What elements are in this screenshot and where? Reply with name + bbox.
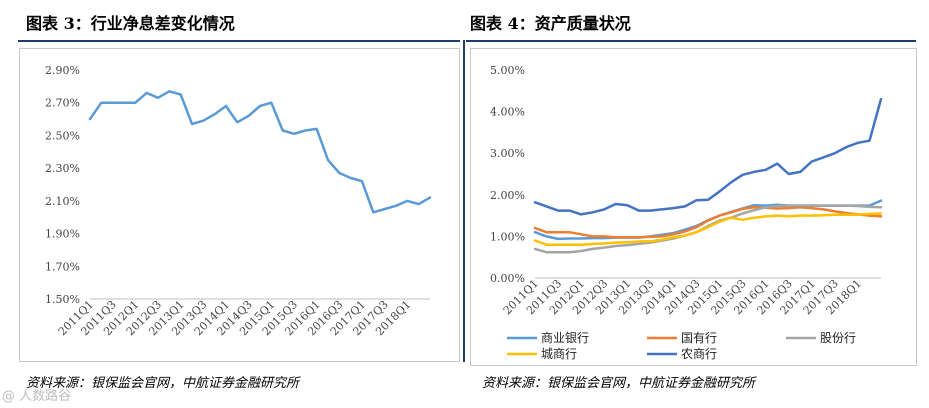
y-tick-label: 0.00% — [490, 272, 525, 285]
y-tick-label: 2.90% — [45, 64, 80, 77]
net-interest-margin-chart: 1.50% 1.70% 1.90% 2.10% 2.30% 2.50% 2.70% 2.90%… — [45, 64, 432, 338]
y-tick-label: 1.70% — [45, 260, 80, 273]
series-line-0 — [88, 90, 432, 214]
panel-divider — [463, 40, 465, 362]
y-tick-label: 1.50% — [45, 293, 80, 306]
y-tick-label: 2.50% — [45, 129, 80, 142]
y-tick-label: 2.70% — [45, 97, 80, 110]
legend-label: 股份行 — [820, 331, 856, 345]
y-tick-label: 5.00% — [490, 64, 525, 77]
legend-label: 国有行 — [681, 331, 717, 345]
title-rule-right — [466, 40, 916, 42]
series-line-1 — [533, 206, 883, 239]
y-tick-label: 2.30% — [45, 162, 80, 175]
series-line-3 — [533, 212, 883, 246]
chart4-title: 图表 4：资产质量状况 — [470, 14, 631, 33]
legend-label: 农商行 — [681, 346, 717, 361]
watermark-text: @ 人数路谷 — [2, 389, 72, 404]
title-rule-left — [18, 40, 460, 42]
y-tick-label: 1.00% — [490, 230, 525, 243]
y-tick-label: 1.90% — [45, 228, 80, 241]
chart3-frame: 1.50% 1.70% 1.90% 2.10% 2.30% 2.50% 2.70% 2.90%… — [19, 48, 460, 362]
legend-label: 商业银行 — [541, 330, 589, 345]
y-tick-label: 2.10% — [45, 195, 80, 208]
legend-label: 城商行 — [541, 346, 577, 361]
y-tick-label: 4.00% — [490, 106, 525, 119]
y-tick-label: 2.00% — [490, 189, 525, 202]
asset-quality-chart: 0.00%1.00%2.00%3.00%4.00%5.00%2011Q12011… — [490, 64, 883, 361]
chart4-source: 资料来源：银保监会官网，中航证券金融研究所 — [482, 376, 756, 391]
series-line-4 — [533, 97, 883, 216]
chart3-source: 资料来源：银保监会官网，中航证券金融研究所 — [26, 376, 300, 391]
y-tick-label: 3.00% — [490, 147, 525, 160]
chart3-title: 图表 3：行业净息差变化情况 — [26, 14, 235, 33]
chart4-frame: 0.00% 1.00% 2.00% 3.00% 4.00% 5.00% 2011Q1 2011… — [470, 48, 917, 366]
